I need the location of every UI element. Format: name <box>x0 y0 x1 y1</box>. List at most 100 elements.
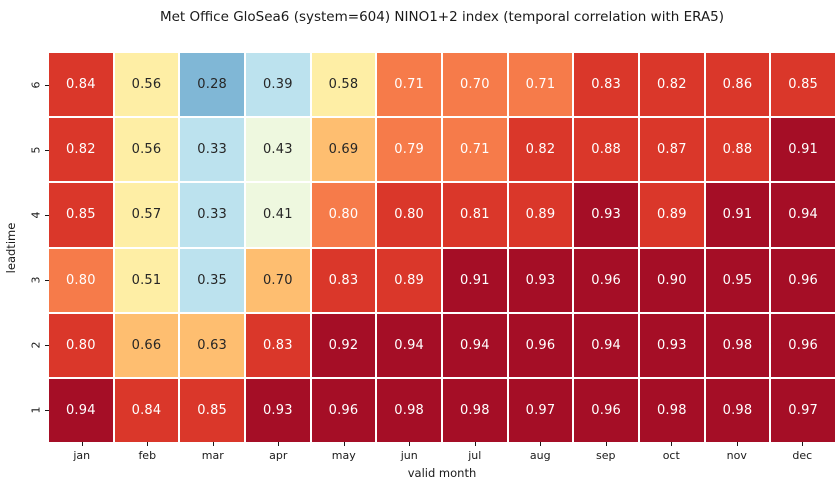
heatmap-cell: 0.51 <box>114 248 179 312</box>
cell-value: 0.91 <box>459 272 490 288</box>
heatmap-cell: 0.41 <box>246 183 310 247</box>
heatmap-cell: 0.71 <box>508 53 573 117</box>
x-tick-mark <box>474 442 476 446</box>
cell-value: 0.98 <box>722 402 753 418</box>
cell-value: 0.84 <box>131 402 162 418</box>
heatmap-cell: 0.98 <box>705 313 770 377</box>
heatmap-cell: 0.96 <box>574 378 638 442</box>
heatmap-cell: 0.69 <box>311 118 376 182</box>
cell-value: 0.83 <box>262 337 293 353</box>
x-tick-mark <box>671 442 673 446</box>
x-tick-mark <box>343 442 345 446</box>
heatmap-cell: 0.96 <box>508 313 573 377</box>
cell-value: 0.51 <box>131 272 162 288</box>
heatmap-cell: 0.97 <box>771 378 835 442</box>
cell-value: 0.84 <box>65 77 96 93</box>
y-tick-label: 4 <box>29 211 43 219</box>
cell-value: 0.69 <box>328 142 359 158</box>
heatmap-cell: 0.91 <box>771 118 835 182</box>
heatmap-cell: 0.43 <box>246 118 310 182</box>
heatmap-cell: 0.81 <box>443 183 507 247</box>
x-tick-label: jun <box>400 449 418 462</box>
cell-value: 0.88 <box>591 142 622 158</box>
heatmap-cell: 0.96 <box>311 378 376 442</box>
cell-value: 0.33 <box>197 207 228 223</box>
x-tick-label: jul <box>468 449 482 462</box>
cell-value: 0.94 <box>591 337 622 353</box>
heatmap-cell: 0.88 <box>574 118 638 182</box>
heatmap-cell: 0.94 <box>49 378 113 442</box>
cell-value: 0.71 <box>394 77 425 93</box>
cell-value: 0.79 <box>394 142 425 158</box>
heatmap-cell: 0.98 <box>640 378 704 442</box>
heatmap-cell: 0.93 <box>508 248 573 312</box>
heatmap-cell: 0.89 <box>640 183 704 247</box>
cell-value: 0.83 <box>591 77 622 93</box>
cell-value: 0.94 <box>65 402 96 418</box>
heatmap-cell: 0.79 <box>377 118 441 182</box>
heatmap-cell: 0.70 <box>443 53 507 117</box>
x-tick-mark <box>409 442 411 446</box>
heatmap-cell: 0.91 <box>705 183 770 247</box>
cell-value: 0.94 <box>788 207 819 223</box>
y-tick-label: 2 <box>29 341 43 349</box>
heatmap-cell: 0.94 <box>771 183 835 247</box>
x-tick-label: may <box>331 449 356 462</box>
cell-value: 0.28 <box>197 77 228 93</box>
heatmap-cell: 0.90 <box>640 248 704 312</box>
heatmap-cell: 0.80 <box>377 183 441 247</box>
heatmap-cell: 0.70 <box>246 248 310 312</box>
heatmap-cell: 0.85 <box>771 53 835 117</box>
x-tick-mark <box>605 442 607 446</box>
cell-value: 0.98 <box>656 402 687 418</box>
cell-value: 0.93 <box>656 337 687 353</box>
heatmap-cell: 0.94 <box>377 313 441 377</box>
heatmap-cell: 0.98 <box>705 378 770 442</box>
cell-value: 0.33 <box>197 142 228 158</box>
cell-value: 0.56 <box>131 77 162 93</box>
heatmap-cell: 0.97 <box>508 378 573 442</box>
heatmap-cell: 0.33 <box>180 183 244 247</box>
heatmap-cell: 0.71 <box>443 118 507 182</box>
heatmap-cell: 0.82 <box>49 118 113 182</box>
heatmap-cell: 0.93 <box>640 313 704 377</box>
heatmap-cell: 0.82 <box>508 118 573 182</box>
heatmap-cell: 0.92 <box>311 313 376 377</box>
y-axis-label: leadtime <box>4 222 18 274</box>
y-tick-label: 1 <box>29 406 43 414</box>
cell-value: 0.70 <box>459 77 490 93</box>
cell-value: 0.41 <box>262 207 293 223</box>
cell-value: 0.86 <box>722 77 753 93</box>
cell-value: 0.96 <box>591 402 622 418</box>
heatmap-cell: 0.58 <box>311 53 376 117</box>
x-tick-label: nov <box>726 449 747 462</box>
cell-value: 0.89 <box>525 207 556 223</box>
cell-value: 0.43 <box>262 142 293 158</box>
cell-value: 0.91 <box>788 142 819 158</box>
cell-value: 0.66 <box>131 337 162 353</box>
cell-value: 0.98 <box>722 337 753 353</box>
cell-value: 0.94 <box>459 337 490 353</box>
heatmap-cell: 0.84 <box>49 53 113 117</box>
heatmap-cell: 0.39 <box>246 53 310 117</box>
cell-value: 0.82 <box>656 77 687 93</box>
cell-value: 0.93 <box>262 402 293 418</box>
cell-value: 0.85 <box>197 402 228 418</box>
cell-value: 0.92 <box>328 337 359 353</box>
cell-value: 0.56 <box>131 142 162 158</box>
cell-value: 0.91 <box>722 207 753 223</box>
heatmap-cell: 0.80 <box>311 183 376 247</box>
x-tick-mark <box>147 442 149 446</box>
cell-value: 0.80 <box>394 207 425 223</box>
heatmap-cell: 0.89 <box>508 183 573 247</box>
cell-value: 0.39 <box>262 77 293 93</box>
y-tick-label: 3 <box>29 276 43 284</box>
x-tick-mark <box>540 442 542 446</box>
cell-value: 0.35 <box>197 272 228 288</box>
y-tick-mark <box>45 409 49 411</box>
heatmap-cell: 0.71 <box>377 53 441 117</box>
heatmap-cell: 0.93 <box>574 183 638 247</box>
heatmap-cell: 0.56 <box>114 118 179 182</box>
x-tick-label: aug <box>529 449 551 462</box>
